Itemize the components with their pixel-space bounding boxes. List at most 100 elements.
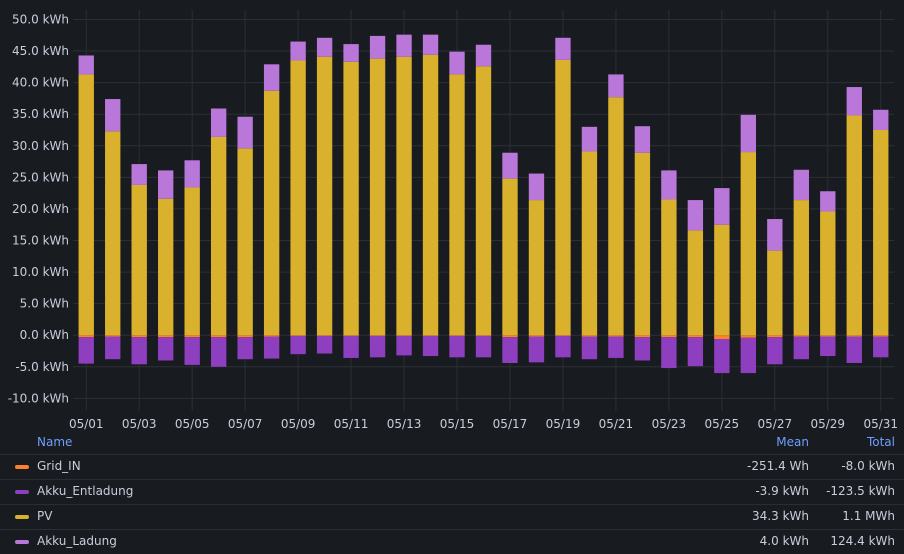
legend-swatch (15, 465, 29, 469)
bar-segment (158, 198, 174, 336)
chart-svg: -10.0 kWh -5.0 kWh 0.0 kWh 5.0 kWh 10.0 kWh 1… (8, 10, 898, 431)
bar-segment (369, 335, 386, 358)
legend-series-total: -8.0 kWh (841, 459, 895, 473)
bar-segment (131, 335, 147, 338)
bar-segment (343, 335, 359, 337)
bar-segment (528, 173, 545, 201)
bar-segment (581, 336, 598, 360)
bar-segment (290, 335, 306, 355)
bar-segment (475, 66, 492, 336)
bar-segment (661, 337, 677, 369)
bar-segment (740, 335, 757, 338)
bar-segment (210, 136, 227, 336)
bar-segment (767, 219, 783, 251)
bar-segment (422, 34, 439, 55)
bar-segment (422, 54, 439, 336)
bar-segment (502, 178, 518, 336)
bar-segment (369, 35, 386, 59)
bar-segment (793, 335, 809, 337)
bar-segment (528, 200, 545, 336)
bar-segment (714, 339, 730, 374)
legend-row-akku-entladung[interactable]: Akku_Entladung -3.9 kWh -123.5 kWh (0, 479, 904, 504)
x-tick-label: 05/03 (122, 417, 157, 431)
bar-segment (396, 335, 412, 356)
x-tick-label: 05/13 (387, 417, 422, 431)
x-tick-label: 05/25 (705, 417, 740, 431)
x-tick-label: 05/15 (440, 417, 475, 431)
bar-segment (846, 115, 862, 336)
bar-segment (369, 58, 386, 336)
legend-row-akku-ladung[interactable]: Akku_Ladung 4.0 kWh 124.4 kWh (0, 529, 904, 554)
bar-segment (502, 337, 518, 364)
bar-segment (608, 74, 624, 98)
x-tick-label: 05/09 (281, 417, 316, 431)
bar-segment (369, 335, 386, 337)
y-tick-label: 10.0 kWh (12, 265, 69, 279)
bar-segment (237, 335, 253, 338)
legend-row-pv[interactable]: PV 34.3 kWh 1.1 MWh (0, 504, 904, 529)
x-tick-label: 05/17 (493, 417, 528, 431)
bar-segment (581, 126, 598, 152)
bar-segment (502, 335, 518, 338)
bar-segment (714, 188, 730, 225)
legend-series-name[interactable]: Akku_Entladung (37, 484, 134, 498)
bar-segment (820, 335, 836, 337)
bar-segment (873, 129, 889, 336)
y-tick-label: 5.0 kWh (20, 297, 69, 311)
legend-swatch (15, 515, 29, 519)
bar-segment (263, 335, 280, 337)
bar-segment (78, 335, 94, 338)
legend-series-name[interactable]: Akku_Ladung (37, 534, 117, 548)
bar-segment (263, 64, 280, 91)
bar-segment (237, 116, 253, 149)
bar-segment (78, 74, 94, 336)
legend-series-name[interactable]: PV (37, 509, 53, 523)
bar-segment (608, 336, 624, 358)
legend-series-mean: -251.4 Wh (747, 459, 809, 473)
legend-row-grid-in[interactable]: Grid_IN -251.4 Wh -8.0 kWh (0, 454, 904, 479)
bar-segment (820, 191, 836, 212)
legend-series-mean: 4.0 kWh (759, 534, 809, 548)
bar-segment (555, 335, 571, 337)
bar-segment (290, 335, 306, 337)
bar-segment (661, 335, 677, 338)
y-tick-label: 30.0 kWh (12, 139, 69, 153)
bar-segment (343, 61, 359, 336)
x-tick-label: 05/31 (863, 417, 898, 431)
bar-segment (873, 335, 889, 337)
bar-segment (767, 250, 783, 336)
legend-header-mean[interactable]: Mean (776, 435, 809, 449)
bar-segment (210, 335, 227, 338)
bar-segment (634, 152, 651, 336)
bar-segment (687, 230, 704, 336)
bar-segment (105, 336, 121, 360)
x-tick-label: 05/19 (546, 417, 581, 431)
legend-series-name[interactable]: Grid_IN (37, 459, 81, 473)
bar-segment (581, 151, 598, 336)
bar-segment (793, 169, 809, 201)
legend-header: Name Mean Total (0, 432, 904, 454)
legend-header-name[interactable]: Name (37, 435, 73, 449)
bar-segment (158, 337, 174, 361)
legend-series-total: 1.1 MWh (842, 509, 895, 523)
bar-segment (661, 170, 677, 200)
x-tick-label: 05/21 (599, 417, 634, 431)
bar-segment (131, 184, 147, 336)
legend-table: Name Mean Total Grid_IN -251.4 Wh -8.0 k… (0, 432, 904, 554)
bar-segment (608, 97, 624, 336)
bar-segment (687, 200, 704, 231)
bar-segment (449, 51, 465, 75)
bar-segment (873, 109, 889, 130)
x-tick-label: 05/27 (758, 417, 793, 431)
bar-segment (184, 337, 200, 365)
bar-segment (290, 41, 306, 61)
bar-segment (290, 60, 306, 336)
bar-segment (661, 199, 677, 336)
bar-segment (555, 335, 571, 358)
bar-segment (475, 335, 492, 337)
bar-segment (105, 99, 121, 132)
legend-header-total[interactable]: Total (866, 435, 895, 449)
bar-segment (475, 44, 492, 67)
bar-segment (131, 164, 147, 185)
bar-segment (422, 335, 439, 357)
